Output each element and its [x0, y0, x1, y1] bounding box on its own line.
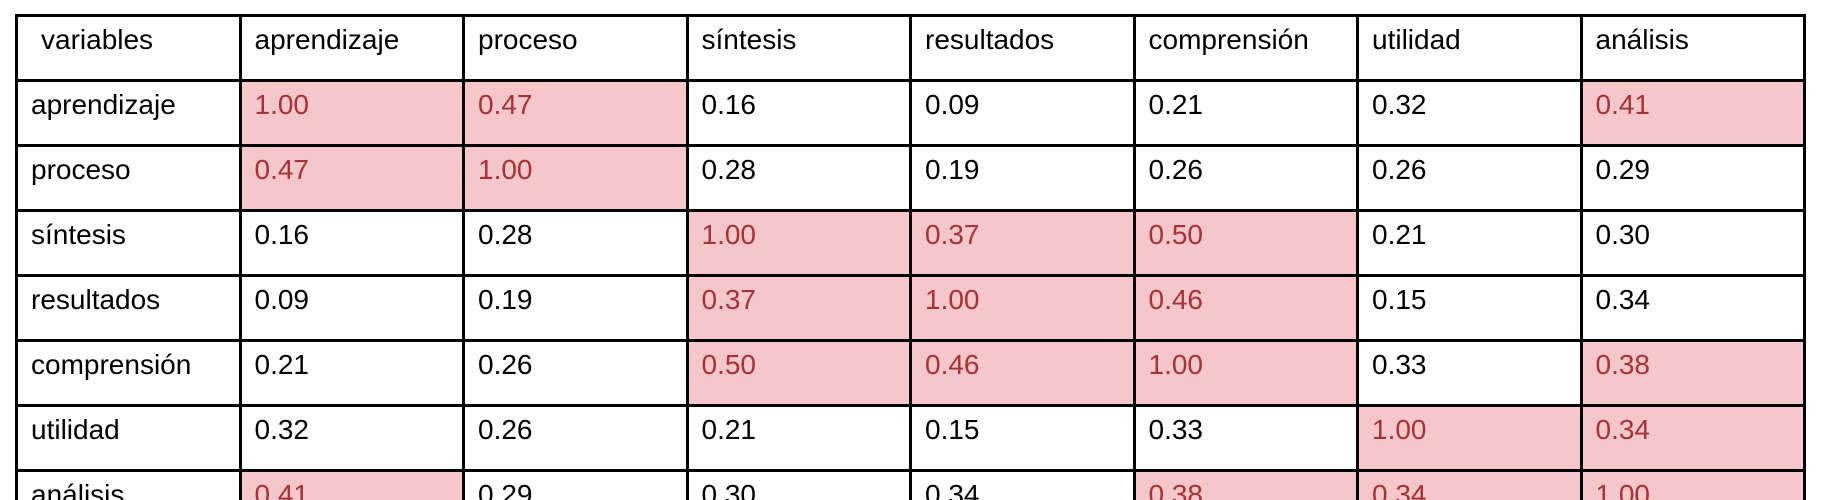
table-row: aprendizaje 1.00 0.47 0.16 0.09 0.21 0.32 0.41: [15, 79, 1806, 147]
value-cell: 0.38: [1579, 339, 1806, 407]
column-header-5: utilidad: [1356, 14, 1583, 82]
value-cell: 1.00: [1356, 404, 1583, 472]
column-header-4: comprensión: [1132, 14, 1359, 82]
value-cell: 0.47: [462, 79, 689, 147]
value-cell: 0.41: [238, 469, 465, 500]
value-cell: 0.15: [1356, 274, 1583, 342]
value-cell: 0.28: [685, 144, 912, 212]
header-row: variables aprendizaje proceso síntesis resu…: [15, 14, 1806, 82]
value-cell: 1.00: [1579, 469, 1806, 500]
row-header: comprensión: [15, 339, 242, 407]
value-cell: 0.32: [238, 404, 465, 472]
value-cell: 0.34: [1579, 404, 1806, 472]
value-cell: 0.28: [462, 209, 689, 277]
row-header: utilidad: [15, 404, 242, 472]
value-cell: 0.26: [1356, 144, 1583, 212]
corner-header-variables: variables: [15, 14, 242, 82]
value-cell: 0.47: [238, 144, 465, 212]
value-cell: 0.34: [1579, 274, 1806, 342]
value-cell: 0.29: [1579, 144, 1806, 212]
value-cell: 1.00: [238, 79, 465, 147]
value-cell: 0.09: [909, 79, 1136, 147]
value-cell: 0.46: [909, 339, 1136, 407]
value-cell: 1.00: [462, 144, 689, 212]
row-header: aprendizaje: [15, 79, 242, 147]
table-row: comprensión 0.21 0.26 0.50 0.46 1.00 0.33 0.38: [15, 339, 1806, 407]
value-cell: 0.15: [909, 404, 1136, 472]
correlation-table: variables aprendizaje proceso síntesis resu…: [15, 14, 1806, 500]
table-body: aprendizaje 1.00 0.47 0.16 0.09 0.21 0.32 0.41 p…: [15, 79, 1806, 500]
value-cell: 0.26: [462, 339, 689, 407]
value-cell: 0.34: [909, 469, 1136, 500]
value-cell: 0.37: [909, 209, 1136, 277]
value-cell: 0.34: [1356, 469, 1583, 500]
value-cell: 0.21: [685, 404, 912, 472]
row-header: proceso: [15, 144, 242, 212]
row-header: resultados: [15, 274, 242, 342]
column-header-3: resultados: [909, 14, 1136, 82]
value-cell: 1.00: [685, 209, 912, 277]
column-header-0: aprendizaje: [238, 14, 465, 82]
value-cell: 0.19: [909, 144, 1136, 212]
value-cell: 0.30: [1579, 209, 1806, 277]
value-cell: 0.21: [238, 339, 465, 407]
value-cell: 0.41: [1579, 79, 1806, 147]
value-cell: 0.37: [685, 274, 912, 342]
value-cell: 0.38: [1132, 469, 1359, 500]
value-cell: 0.21: [1132, 79, 1359, 147]
row-header: análisis: [15, 469, 242, 500]
value-cell: 1.00: [1132, 339, 1359, 407]
value-cell: 0.32: [1356, 79, 1583, 147]
column-header-2: síntesis: [685, 14, 912, 82]
table-row: proceso 0.47 1.00 0.28 0.19 0.26 0.26 0.29: [15, 144, 1806, 212]
value-cell: 0.33: [1132, 404, 1359, 472]
column-header-1: proceso: [462, 14, 689, 82]
table-row: utilidad 0.32 0.26 0.21 0.15 0.33 1.00 0.34: [15, 404, 1806, 472]
value-cell: 0.50: [685, 339, 912, 407]
value-cell: 0.26: [1132, 144, 1359, 212]
value-cell: 0.33: [1356, 339, 1583, 407]
value-cell: 0.19: [462, 274, 689, 342]
value-cell: 0.16: [238, 209, 465, 277]
value-cell: 0.21: [1356, 209, 1583, 277]
value-cell: 0.29: [462, 469, 689, 500]
table-row: síntesis 0.16 0.28 1.00 0.37 0.50 0.21 0.30: [15, 209, 1806, 277]
value-cell: 0.30: [685, 469, 912, 500]
value-cell: 1.00: [909, 274, 1136, 342]
table-row: análisis 0.41 0.29 0.30 0.34 0.38 0.34 1.00: [15, 469, 1806, 500]
value-cell: 0.46: [1132, 274, 1359, 342]
table-row: resultados 0.09 0.19 0.37 1.00 0.46 0.15 0.34: [15, 274, 1806, 342]
value-cell: 0.50: [1132, 209, 1359, 277]
column-header-6: análisis: [1579, 14, 1806, 82]
table-header: variables aprendizaje proceso síntesis resu…: [15, 14, 1806, 82]
value-cell: 0.26: [462, 404, 689, 472]
value-cell: 0.09: [238, 274, 465, 342]
value-cell: 0.16: [685, 79, 912, 147]
row-header: síntesis: [15, 209, 242, 277]
